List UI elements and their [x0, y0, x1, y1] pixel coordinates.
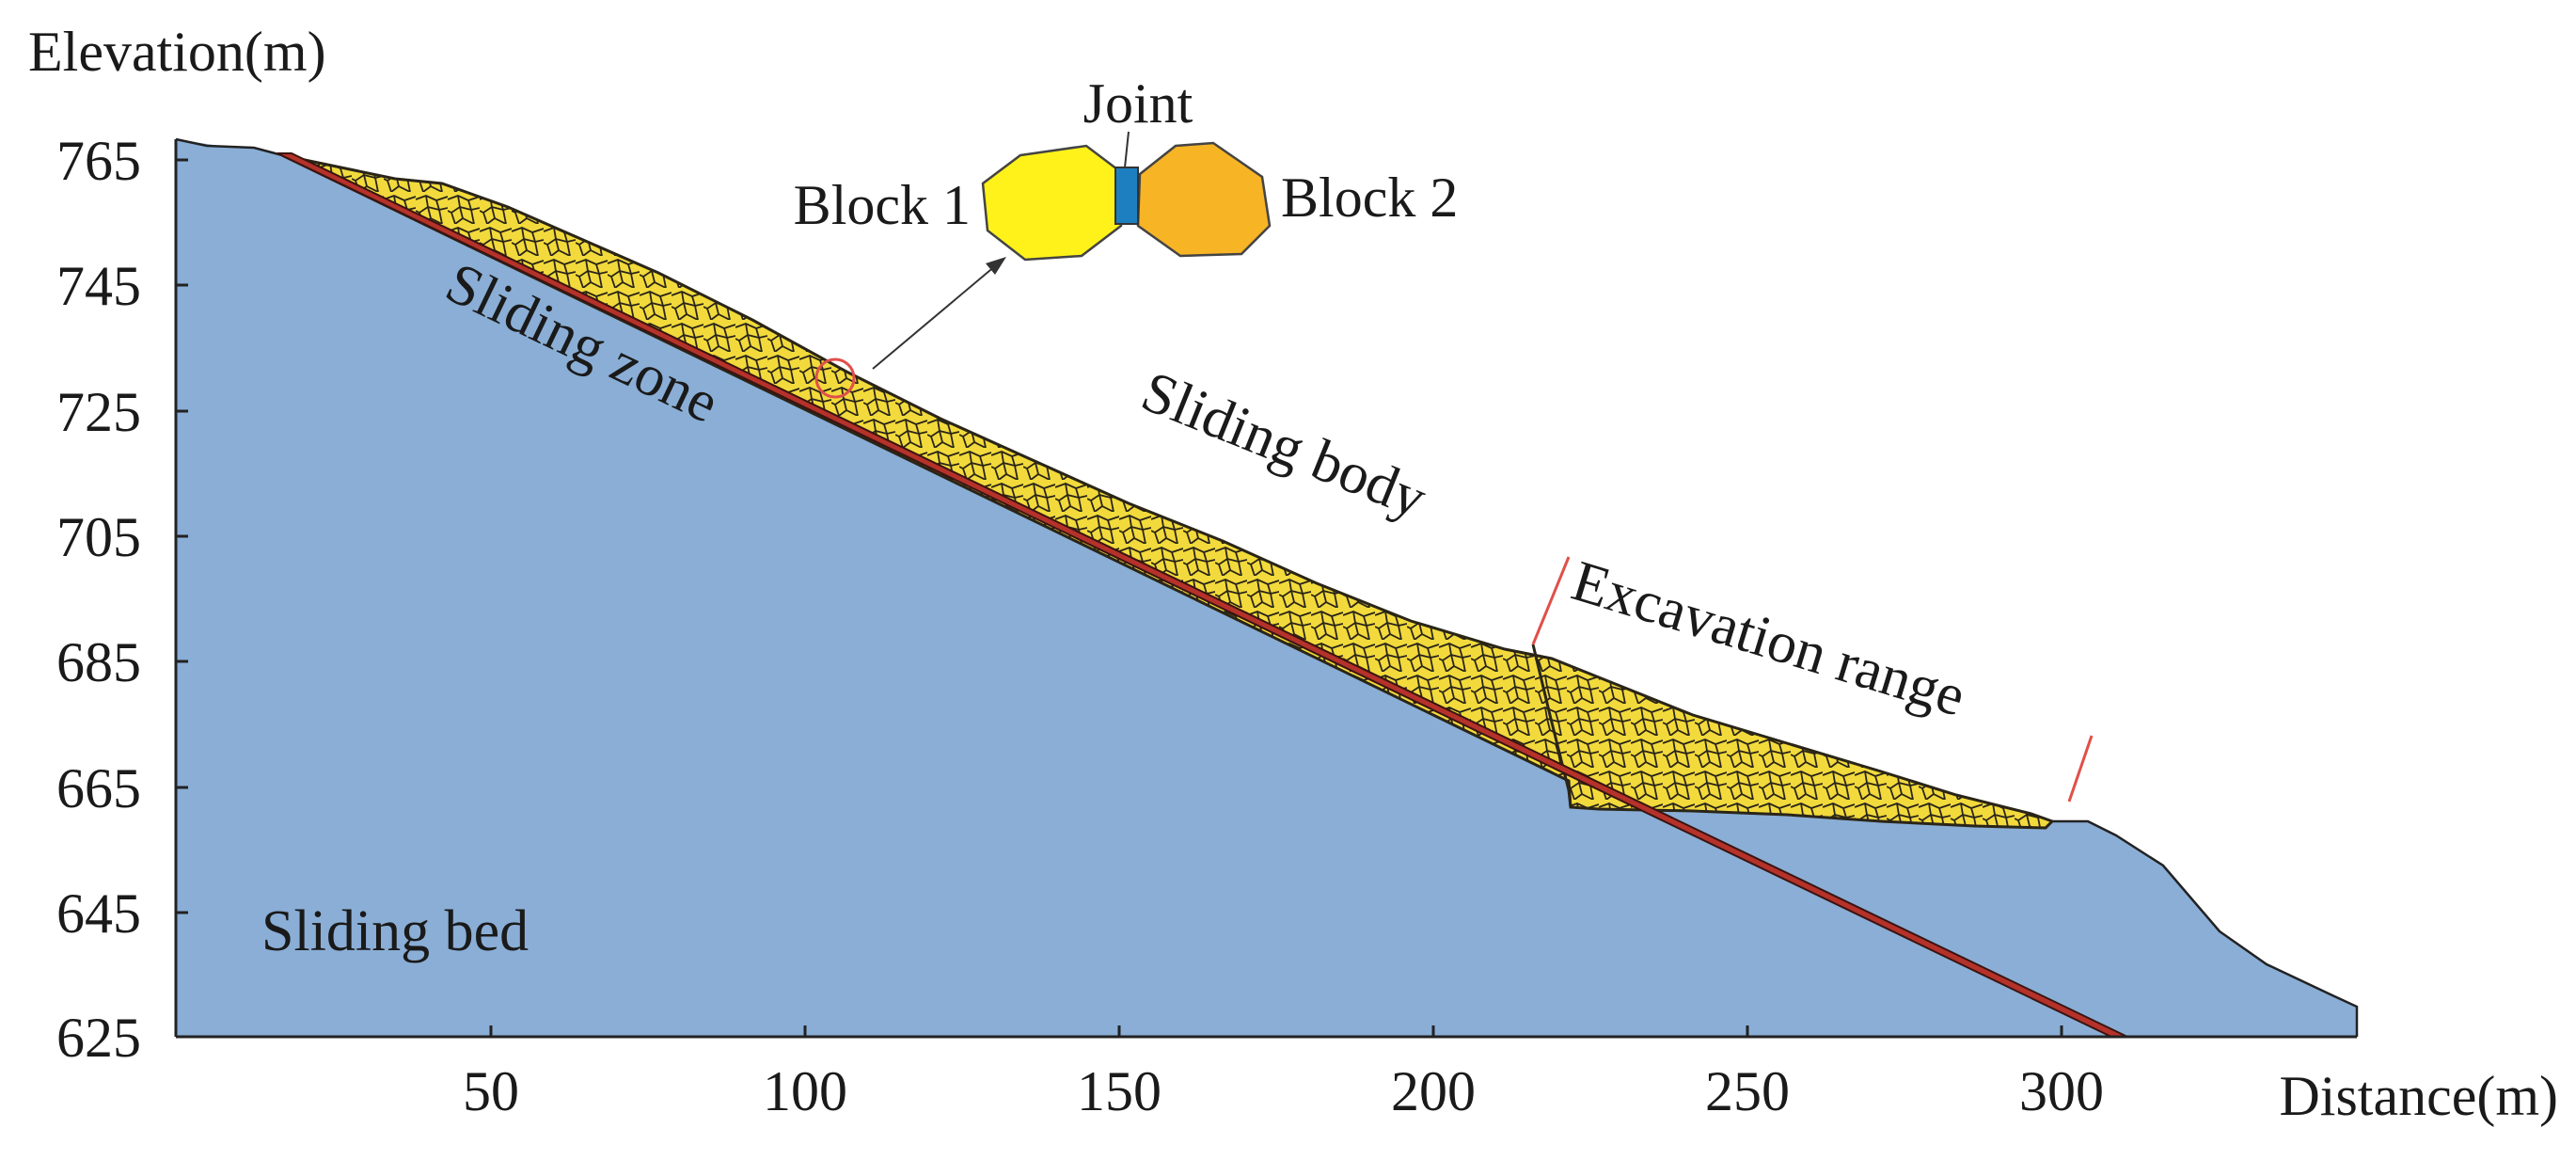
x-tick-label: 50	[463, 1060, 519, 1122]
x-tick-label: 100	[763, 1060, 847, 1122]
block-2-shape	[1136, 141, 1272, 258]
excavation-boundary	[1531, 644, 1572, 808]
y-tick-label: 765	[56, 130, 141, 192]
inset-joint-label: Joint	[1083, 72, 1193, 135]
leader-arrowhead	[986, 257, 1006, 275]
block-1-shape	[981, 144, 1123, 262]
x-tick-label: 300	[2019, 1060, 2104, 1122]
y-tick-label: 625	[56, 1007, 141, 1069]
ground-surface-line	[175, 137, 283, 157]
excavation-mark-left	[1531, 556, 1571, 645]
y-axis-title: Elevation(m)	[28, 21, 326, 83]
inset-block-1-label: Block 1	[794, 174, 971, 236]
joint-pointer	[1124, 131, 1130, 168]
y-tick-label: 685	[56, 631, 141, 693]
x-tick-label: 250	[1705, 1060, 1790, 1122]
excavation-mark-right	[2067, 735, 2094, 802]
sliding-bed-main	[176, 139, 2130, 1037]
sliding-bed-toe	[1505, 724, 2357, 1037]
joint-shape	[1114, 167, 1139, 225]
leader-arrow-line	[872, 260, 1003, 370]
x-axis-title: Distance(m)	[2279, 1065, 2558, 1127]
y-tick-label: 725	[56, 381, 141, 443]
y-tick-label: 665	[56, 757, 141, 819]
y-tick-label: 745	[56, 255, 141, 317]
x-ticks	[489, 1025, 2063, 1037]
inset-block-2-label: Block 2	[1281, 167, 1458, 229]
sliding-body	[281, 153, 2055, 830]
sliding-body-label: Sliding body	[1133, 359, 1435, 531]
x-tick-label: 200	[1391, 1060, 1476, 1122]
y-ticks	[176, 158, 188, 1039]
toe-surface-line	[2050, 819, 2359, 1037]
y-tick-label: 645	[56, 882, 141, 945]
block-highlight-circle	[814, 358, 856, 399]
y-tick-label: 705	[56, 506, 141, 568]
x-tick-label: 150	[1077, 1060, 1162, 1122]
sliding-bed-label: Sliding bed	[261, 899, 529, 963]
